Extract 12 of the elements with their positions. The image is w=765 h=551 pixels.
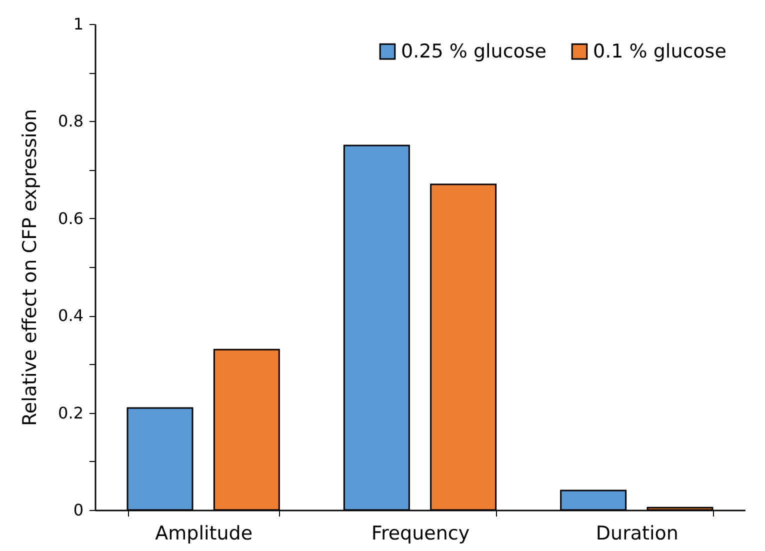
x-tick-label: Amplitude	[155, 522, 253, 544]
x-tick-label: Duration	[596, 522, 678, 544]
y-tick-label: 1	[73, 14, 84, 34]
y-tick-label: 0.6	[58, 208, 84, 228]
y-axis-title: Relative effect on CFP expression	[19, 109, 42, 426]
y-tick-label: 0	[73, 500, 84, 520]
y-tick-label: 0.2	[58, 403, 84, 422]
legend-label: 0.25 % glucose	[401, 40, 546, 63]
x-tick-label: Frequency	[371, 522, 470, 544]
legend-label: 0.1 % glucose	[593, 40, 726, 63]
y-tick-label: 0.4	[58, 306, 84, 326]
y-tick-label: 0.8	[58, 112, 84, 131]
